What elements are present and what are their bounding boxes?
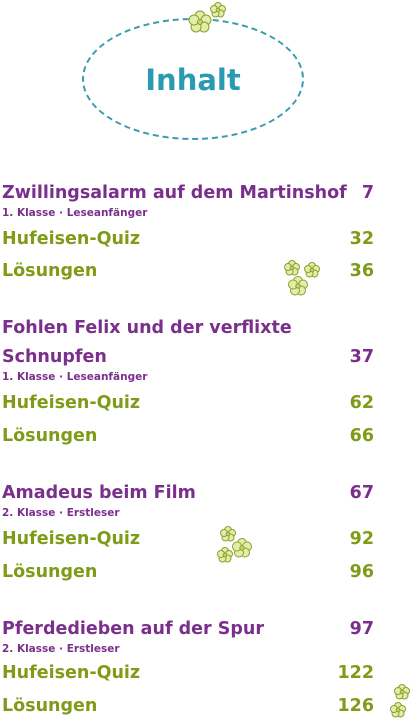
solutions-label: Lösungen [2,696,98,716]
toc-entry-quiz: Hufeisen-Quiz 122 [2,663,374,689]
toc-entry-solutions: Lösungen 126 [2,696,374,722]
toc-entry-solutions: Lösungen 66 [2,426,374,452]
toc-entry-story-3: Amadeus beim Film 67 [2,483,374,509]
quiz-label: Hufeisen-Quiz [2,663,141,683]
solutions-page-number: 96 [349,562,374,582]
quiz-page-number: 92 [349,529,374,549]
toc-entry-quiz: Hufeisen-Quiz 62 [2,393,374,419]
toc-entry-story-4: Pferdedieben auf der Spur 97 [2,619,374,645]
toc-entry-story-1: Zwillingsalarm auf dem Martinshof 7 [2,183,374,209]
story-page-number: 37 [349,347,374,367]
solutions-page-number: 126 [337,696,374,716]
toc-entry-story-2-line-1: Fohlen Felix und der verflixte [2,318,374,344]
story-title: Pferdedieben auf der Spur [2,619,264,639]
toc-entry-solutions: Lösungen 96 [2,562,374,588]
story-title-continued: Schnupfen [2,347,107,367]
story-title: Amadeus beim Film [2,483,196,503]
story-title: Zwillingsalarm auf dem Martinshof [2,183,347,203]
flower-cluster-icon [284,260,320,296]
toc-entry-solutions: Lösungen 36 [2,261,374,287]
solutions-page-number: 36 [349,261,374,281]
quiz-page-number: 122 [337,663,374,683]
flower-cluster-icon [188,2,226,33]
solutions-page-number: 66 [349,426,374,446]
solutions-label: Lösungen [2,261,98,281]
toc-entry-story-2-line-2: Schnupfen 37 [2,347,374,373]
story-meta: 2. Klasse · Erstleser [2,507,120,519]
flower-cluster-icon [390,684,410,718]
story-meta: 1. Klasse · Leseanfänger [2,371,148,383]
story-title: Fohlen Felix und der verflixte [2,318,292,338]
story-page-number: 67 [349,483,374,503]
quiz-label: Hufeisen-Quiz [2,229,141,249]
story-meta: 1. Klasse · Leseanfänger [2,207,148,219]
solutions-label: Lösungen [2,426,98,446]
quiz-label: Hufeisen-Quiz [2,529,141,549]
quiz-page-number: 32 [349,229,374,249]
toc-entry-quiz: Hufeisen-Quiz 92 [2,529,374,555]
toc-entry-quiz: Hufeisen-Quiz 32 [2,229,374,255]
flower-cluster-icon [217,526,252,563]
quiz-page-number: 62 [349,393,374,413]
story-page-number: 7 [361,183,374,203]
story-meta: 2. Klasse · Erstleser [2,643,120,655]
story-page-number: 97 [349,619,374,639]
page-title: Inhalt [145,63,241,97]
solutions-label: Lösungen [2,562,98,582]
quiz-label: Hufeisen-Quiz [2,393,141,413]
